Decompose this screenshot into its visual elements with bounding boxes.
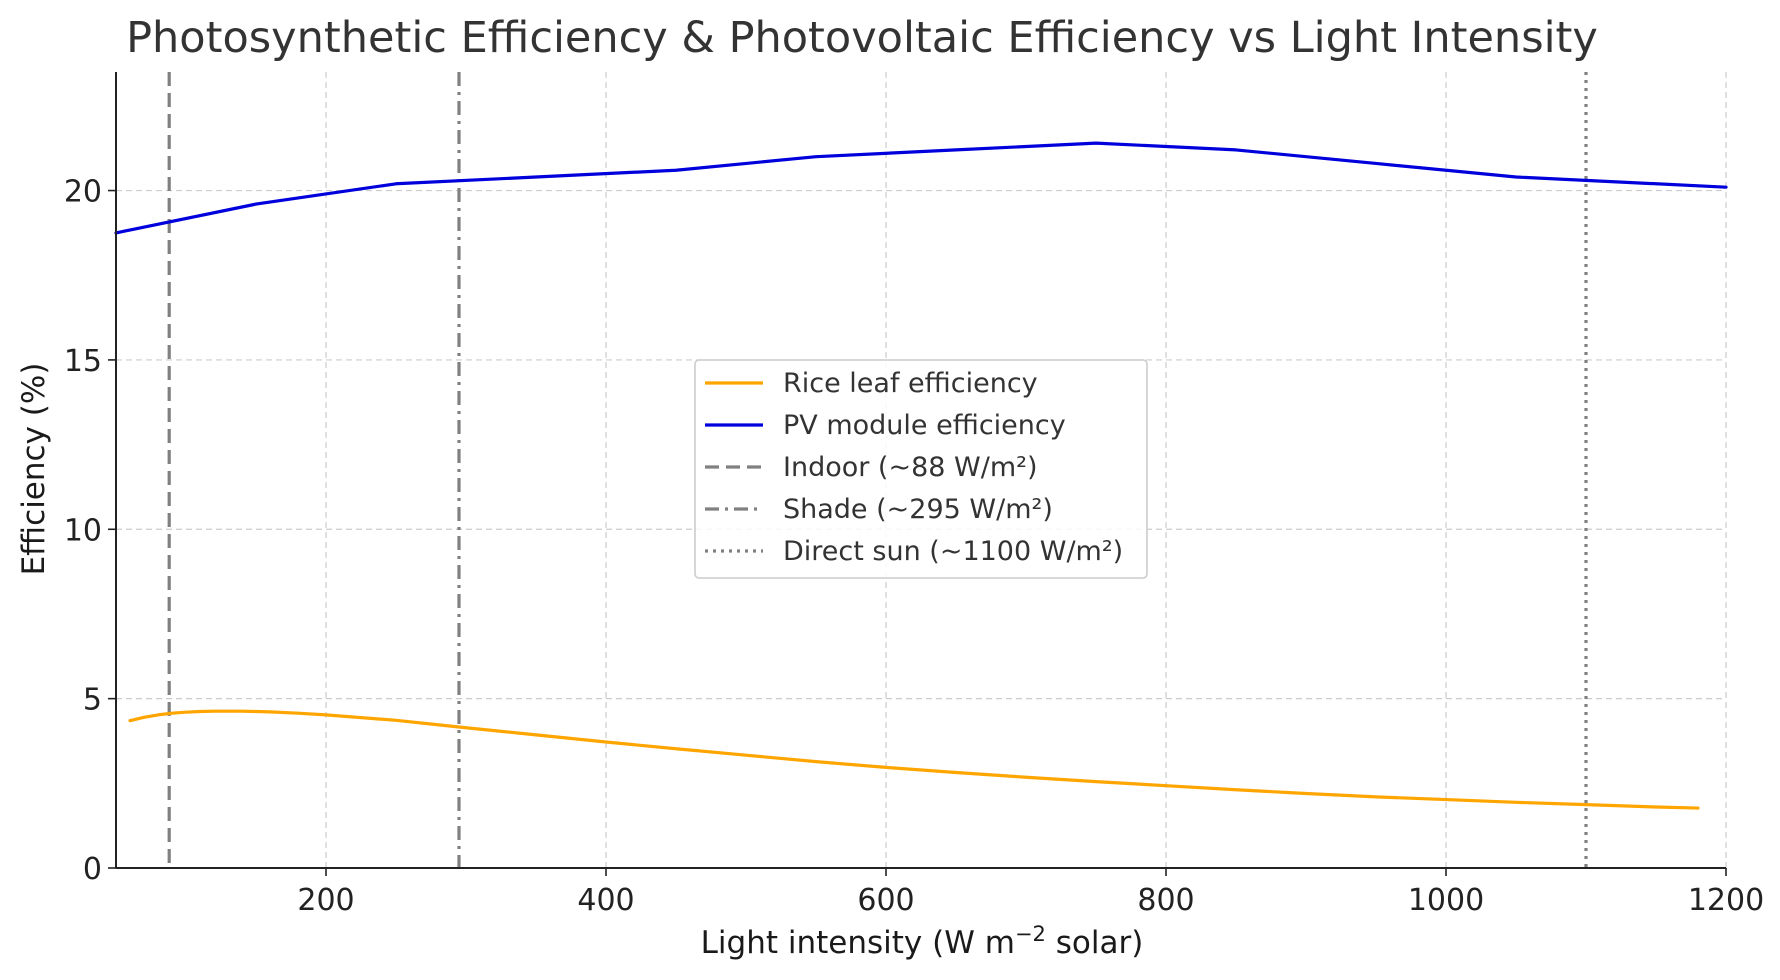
x-tick-label-400: 400 [577, 883, 634, 918]
series-line-0 [128, 709, 1700, 810]
series-line-1 [114, 141, 1728, 235]
y-tick-label-5: 5 [83, 683, 102, 718]
x-axis-label-main: Light intensity (W m [701, 925, 1015, 961]
y-tick-label-10: 10 [64, 513, 102, 548]
legend-label-2: Indoor (~88 W/m²) [783, 452, 1037, 483]
x-ticks: 200 400 600 800 1000 1200 [297, 868, 1764, 918]
legend: Rice leaf efficiency PV module efficiency… [694, 359, 1148, 579]
x-axis-label-superscript: −2 [1015, 922, 1046, 946]
legend-label-3: Shade (~295 W/m²) [783, 494, 1053, 525]
x-tick-label-1000: 1000 [1408, 883, 1484, 918]
x-tick-label-800: 800 [1137, 883, 1194, 918]
legend-label-1: PV module efficiency [783, 410, 1066, 441]
y-tick-label-15: 15 [64, 344, 102, 379]
x-tick-label-600: 600 [857, 883, 914, 918]
y-tick-label-0: 0 [83, 852, 102, 887]
x-tick-label-1200: 1200 [1688, 883, 1764, 918]
series-lines [114, 141, 1728, 810]
x-axis-label: Light intensity (W m−2 solar) [701, 922, 1144, 961]
legend-box [694, 359, 1148, 579]
y-ticks: 0 5 10 15 20 [64, 175, 116, 887]
y-tick-label-20: 20 [64, 175, 102, 210]
legend-label-4: Direct sun (~1100 W/m²) [783, 536, 1123, 567]
y-axis-label: Efficiency (%) [16, 363, 52, 576]
legend-label-0: Rice leaf efficiency [783, 368, 1038, 399]
chart-title: Photosynthetic Efficiency & Photovoltaic… [126, 13, 1598, 63]
axes [115, 72, 1726, 869]
x-axis-label-suffix: solar) [1046, 925, 1143, 961]
reference-lines [167, 72, 1588, 868]
x-tick-label-200: 200 [297, 883, 354, 918]
